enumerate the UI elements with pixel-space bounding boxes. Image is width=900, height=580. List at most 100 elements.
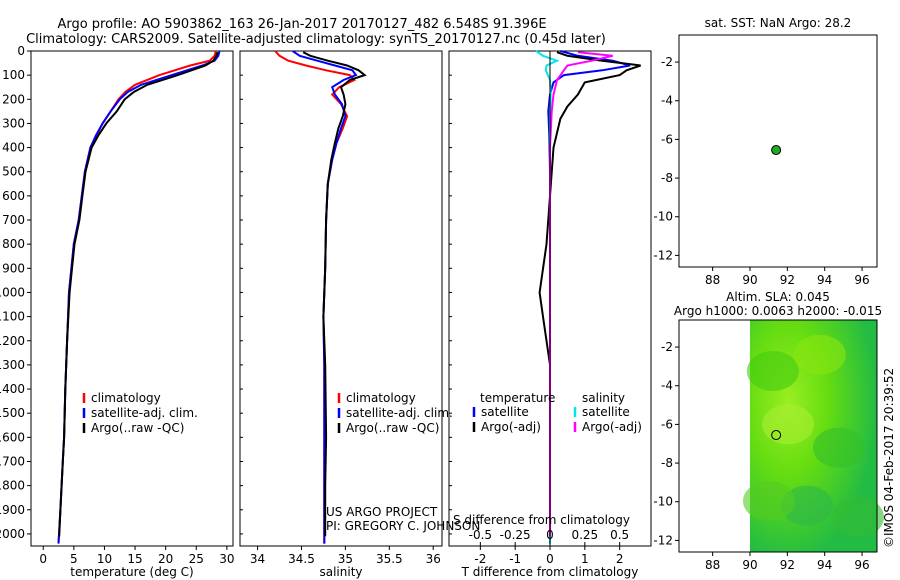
differences-xtick-label: -2	[474, 552, 486, 566]
salinity-xtick-label: 36	[426, 552, 441, 566]
panel-sla_map: 88 90 92 94 96 -2 -4 -6 -8 -10 -12 Altim. SLA: 0.04…	[653, 290, 884, 572]
temperature-ytick-label: 1100	[0, 310, 25, 324]
temperature-ytick-label: 1300	[0, 358, 25, 372]
temperature-xtick-label: 30	[219, 552, 234, 566]
temperature-ytick-label: 800	[2, 237, 25, 251]
sla_map-xtick-label: 94	[817, 558, 832, 572]
sla-heatmap-patch	[793, 334, 846, 375]
salinity-frame	[239, 50, 443, 547]
sst_map-xtick-label: 94	[817, 273, 832, 287]
panel-salinity: 34 34.5 35 35.5 36 salinity climatologysatelli…	[239, 50, 453, 579]
differences-legend-title: salinity	[582, 391, 625, 405]
temperature-ytick-label: 1700	[0, 454, 25, 468]
temperature-ytick-label: 200	[2, 92, 25, 106]
footer-project: US ARGO PROJECT	[326, 505, 438, 519]
panel-differences: -2 -1 0 1 2T difference from climatology -0.5…	[448, 50, 652, 579]
temperature-ytick-label: 1500	[0, 406, 25, 420]
temperature-ytick-label: 400	[2, 141, 25, 155]
sst_map-title: sat. SST: NaN Argo: 28.2	[705, 16, 852, 30]
salinity-xtick-label: 34.5	[288, 552, 315, 566]
differences-legend-item-label: satellite	[481, 405, 529, 419]
temperature-legend-item-label: Argo(..raw -QC)	[91, 421, 184, 435]
footer-pi: PI: GREGORY C. JOHNSON	[326, 519, 480, 533]
differences-series-line	[535, 50, 560, 544]
sla_map-ytick-label: -4	[661, 379, 673, 393]
temperature-series-line	[57, 50, 221, 544]
sla-heatmap-patch	[812, 427, 865, 468]
sla_map-title: Altim. SLA: 0.045	[726, 290, 830, 304]
temperature-ytick-label: 2000	[0, 527, 25, 541]
sla_map-xtick-label: 90	[742, 558, 757, 572]
sst_map-argo-marker	[771, 145, 782, 156]
sla_map-ytick-label: -12	[653, 533, 673, 547]
temperature-xtick-label: 10	[97, 552, 112, 566]
sst_map-xtick-label: 96	[854, 273, 869, 287]
panel-temperature: 0 5 10 15 20 25 300100200300400500600700800900…	[0, 44, 235, 579]
sla_map-ytick-label: -8	[661, 456, 673, 470]
differences-xtick-label: 1	[581, 552, 589, 566]
sla-heatmap-patch	[762, 404, 815, 445]
sst_map-ytick-label: -2	[661, 55, 673, 69]
panels: 0 5 10 15 20 25 300100200300400500600700800900…	[0, 16, 884, 579]
temperature-xtick-label: 25	[189, 552, 204, 566]
temperature-xlabel: temperature (deg C)	[70, 565, 193, 579]
temperature-ytick-label: 1200	[0, 334, 25, 348]
differences-stick-label: 0.25	[571, 528, 598, 542]
header-line1: Argo profile: AO 5903862_163 26-Jan-2017…	[57, 17, 546, 32]
temperature-ytick-label: 900	[2, 261, 25, 275]
temperature-ytick-label: 1400	[0, 382, 25, 396]
sla_map-xtick-label: 88	[705, 558, 720, 572]
differences-stick-label: 0	[546, 528, 554, 542]
differences-legend-item-label: Argo(-adj)	[481, 420, 541, 434]
temperature-ytick-label: 1000	[0, 285, 25, 299]
differences-xtick-label: -1	[509, 552, 521, 566]
temperature-ytick-label: 1600	[0, 430, 25, 444]
salinity-xtick-label: 35.5	[376, 552, 403, 566]
temperature-legend-item-label: climatology	[91, 391, 161, 405]
differences-xlabel: T difference from climatology	[461, 565, 639, 579]
sla_map-xtick-label: 96	[854, 558, 869, 572]
salinity-legend-item-label: satellite-adj. clim.	[346, 406, 453, 420]
temperature-ytick-label: 0	[17, 44, 25, 58]
sla_map-xtick-label: 92	[780, 558, 795, 572]
temperature-ytick-label: 500	[2, 165, 25, 179]
temperature-ytick-label: 600	[2, 189, 25, 203]
sst_map-xtick-label: 92	[780, 273, 795, 287]
temperature-ytick-label: 300	[2, 116, 25, 130]
differences-xtick-label: 0	[546, 552, 554, 566]
sla_map-frame	[678, 319, 878, 553]
sst_map-ytick-label: -10	[653, 210, 673, 224]
sst_map-ytick-label: -4	[661, 94, 673, 108]
differences-xlabel-top: S difference from climatology	[453, 513, 630, 527]
sst_map-xtick-label: 90	[742, 273, 757, 287]
temperature-xtick-label: 0	[39, 552, 47, 566]
temperature-frame	[30, 50, 234, 547]
sla-heatmap-patch	[746, 351, 799, 392]
differences-series-line	[538, 51, 641, 537]
temperature-xtick-label: 20	[158, 552, 173, 566]
sla_map-ytick-label: -2	[661, 340, 673, 354]
sst_map-frame	[678, 34, 878, 268]
salinity-legend-item-label: climatology	[346, 391, 416, 405]
differences-stick-label: -0.5	[469, 528, 492, 542]
differences-legend-title: temperature	[480, 391, 555, 405]
salinity-xlabel: salinity	[319, 565, 362, 579]
temperature-series-line	[57, 50, 217, 544]
sla-heatmap-patch	[831, 497, 884, 538]
temperature-ytick-label: 1800	[0, 479, 25, 493]
sla_map-argo-marker	[771, 430, 782, 441]
differences-legend-item-label: Argo(-adj)	[582, 420, 642, 434]
temperature-legend-item-label: satellite-adj. clim.	[91, 406, 198, 420]
header-line2: Climatology: CARS2009. Satellite-adjuste…	[26, 32, 606, 47]
temperature-xtick-label: 5	[70, 552, 78, 566]
differences-series-line	[547, 50, 631, 544]
temperature-xtick-label: 15	[127, 552, 142, 566]
salinity-series-line	[302, 51, 367, 537]
temperature-ytick-label: 700	[2, 213, 25, 227]
sla-heatmap-patch	[781, 485, 834, 526]
temperature-series-line	[58, 51, 219, 537]
sst_map-xtick-label: 88	[705, 273, 720, 287]
sla_map-subtitle: Argo h1000: 0.0063 h2000: -0.015	[674, 304, 882, 318]
sla-heatmap-patch	[743, 480, 796, 521]
differences-stick-label: -0.25	[500, 528, 531, 542]
